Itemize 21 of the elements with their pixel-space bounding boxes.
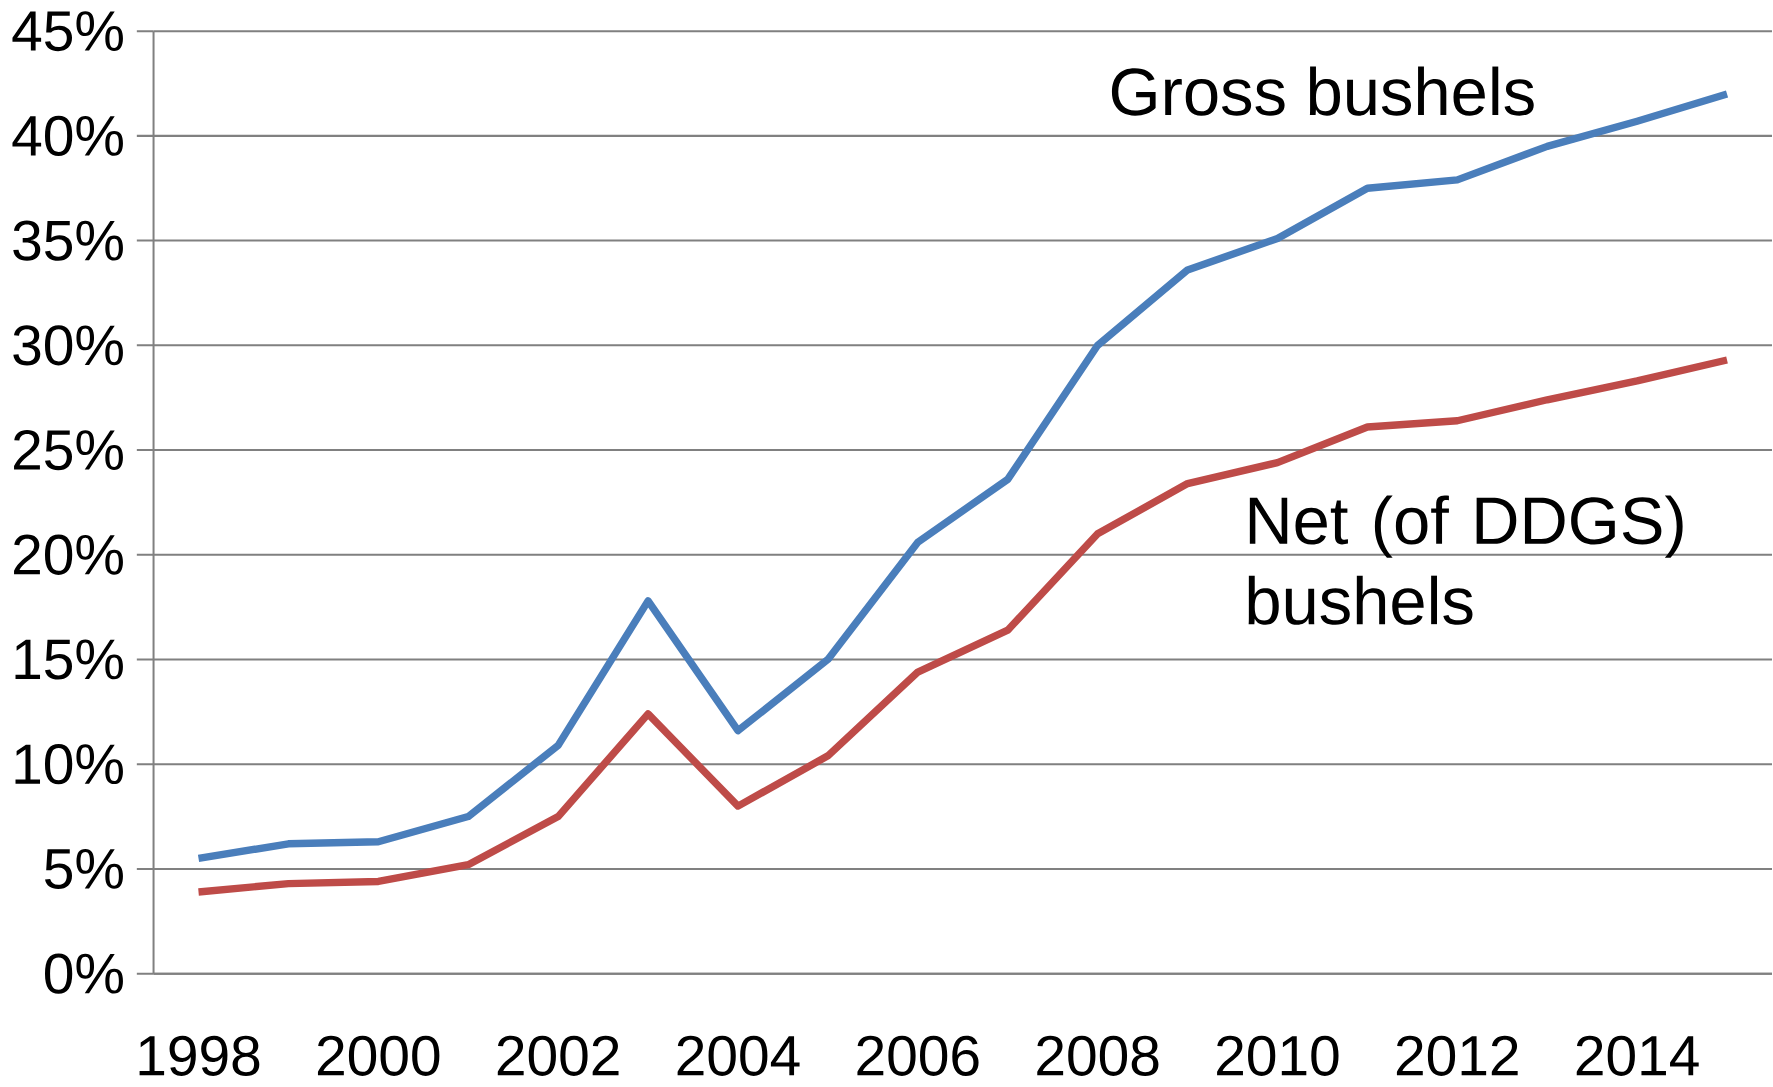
series-label: Net (of DDGS) bushels (1248, 495, 1683, 625)
x-tick-label: 2006 (857, 1035, 979, 1076)
x-tick-label: 2004 (677, 1035, 800, 1076)
y-tick-label: 30% (13, 325, 123, 366)
series-label: Gross bushels (1111, 66, 1534, 116)
y-tick-label: 15% (15, 639, 123, 680)
y-tick-label: 45% (12, 11, 123, 52)
x-tick-label: 1998 (139, 1035, 260, 1076)
x-tick-label: 2010 (1217, 1035, 1339, 1076)
x-tick-label: 2008 (1037, 1035, 1159, 1076)
y-tick-label: 5% (45, 848, 123, 889)
x-tick-label: 2002 (497, 1035, 619, 1076)
x-tick-label: 2012 (1396, 1035, 1518, 1076)
y-tick-label: 0% (44, 953, 123, 994)
x-tick-label: 2000 (317, 1035, 440, 1076)
y-tick-label: 20% (14, 534, 123, 575)
y-tick-label: 25% (14, 429, 123, 471)
y-tick-label: 10% (15, 744, 123, 785)
y-tick-label: 35% (13, 220, 123, 261)
x-tick-label: 2014 (1576, 1035, 1699, 1076)
y-tick-label: 40% (12, 115, 123, 157)
